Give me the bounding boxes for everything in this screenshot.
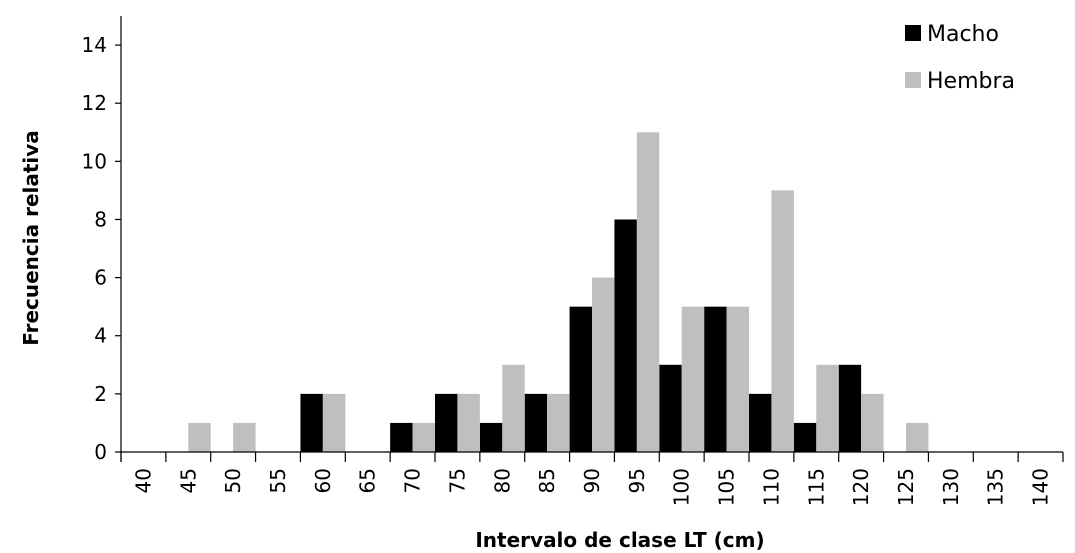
- x-tick-label: 55: [266, 468, 290, 493]
- bar-hembra-45: [188, 422, 211, 452]
- x-tick-label: 75: [445, 468, 469, 493]
- y-tick-label: 12: [82, 91, 107, 115]
- y-tick-labels: 0 2 4 6 8 10 12 14: [82, 33, 107, 464]
- x-tick-label: 65: [356, 468, 380, 493]
- bar-macho-115: [793, 422, 817, 452]
- x-tick-label: 130: [939, 468, 963, 506]
- x-tick-label: 85: [535, 468, 559, 493]
- x-tick-label: 45: [176, 468, 200, 493]
- x-tick-label: 70: [401, 468, 425, 493]
- y-tick-label: 10: [82, 149, 107, 173]
- bar-macho-120: [838, 364, 862, 452]
- bar-macho-75: [435, 393, 458, 452]
- bar-hembra-60: [322, 393, 346, 452]
- y-tick-label: 6: [94, 266, 107, 290]
- x-tick-label: 50: [221, 468, 245, 493]
- bar-macho-60: [300, 393, 323, 452]
- x-tick-label: 115: [804, 468, 828, 506]
- bar-macho-105: [704, 306, 727, 452]
- legend-label-hembra: Hembra: [927, 69, 1015, 94]
- bar-hembra-110: [771, 190, 794, 452]
- bars-group: [188, 132, 929, 452]
- bar-macho-100: [659, 364, 682, 452]
- x-tick-labels: 40 45 50 55 60 65 70 75 80 85 90 95 100 105 110 115 120 1…: [131, 468, 1052, 506]
- x-tick-label: 80: [490, 468, 514, 493]
- bar-hembra-100: [681, 306, 705, 452]
- x-tick-label: 60: [311, 468, 335, 493]
- x-tick-label: 90: [580, 468, 604, 493]
- bar-macho-95: [614, 219, 637, 452]
- x-tick-label: 125: [894, 468, 918, 506]
- legend-swatch-hembra: [905, 72, 921, 88]
- bar-hembra-105: [726, 306, 749, 452]
- bar-hembra-125: [906, 422, 929, 452]
- legend-label-macho: Macho: [927, 22, 999, 47]
- bar-hembra-115: [816, 364, 839, 452]
- y-axis-title: Frecuencia relativa: [19, 130, 43, 346]
- bar-macho-85: [524, 393, 548, 452]
- bar-hembra-85: [547, 393, 570, 452]
- bar-macho-70: [390, 422, 413, 452]
- x-tick-label: 100: [670, 468, 694, 506]
- x-axis-title: Intervalo de clase LT (cm): [475, 528, 764, 552]
- bar-hembra-80: [502, 364, 525, 452]
- y-tick-label: 14: [82, 33, 107, 57]
- x-tick-label: 140: [1029, 468, 1053, 506]
- legend: Macho Hembra: [905, 22, 1015, 94]
- x-tick-label: 110: [759, 468, 783, 506]
- bar-hembra-90: [592, 277, 615, 452]
- bar-hembra-70: [412, 422, 435, 452]
- bar-hembra-120: [861, 393, 884, 452]
- y-tick-label: 0: [94, 440, 107, 464]
- x-tick-label: 105: [715, 468, 739, 506]
- y-tick-label: 2: [94, 382, 107, 406]
- x-tick-label: 40: [131, 468, 155, 493]
- x-tick-label: 120: [849, 468, 873, 506]
- bar-hembra-50: [233, 422, 256, 452]
- y-tick-label: 8: [94, 207, 107, 231]
- legend-swatch-macho: [905, 25, 921, 41]
- bar-macho-90: [569, 306, 592, 452]
- axes-group: [115, 16, 1064, 462]
- bar-macho-80: [479, 422, 503, 452]
- y-tick-label: 4: [94, 324, 107, 348]
- x-tick-label: 95: [625, 468, 649, 493]
- x-tick-label: 135: [984, 468, 1008, 506]
- bar-macho-110: [749, 393, 772, 452]
- bar-hembra-75: [457, 393, 480, 452]
- bar-hembra-95: [636, 132, 660, 452]
